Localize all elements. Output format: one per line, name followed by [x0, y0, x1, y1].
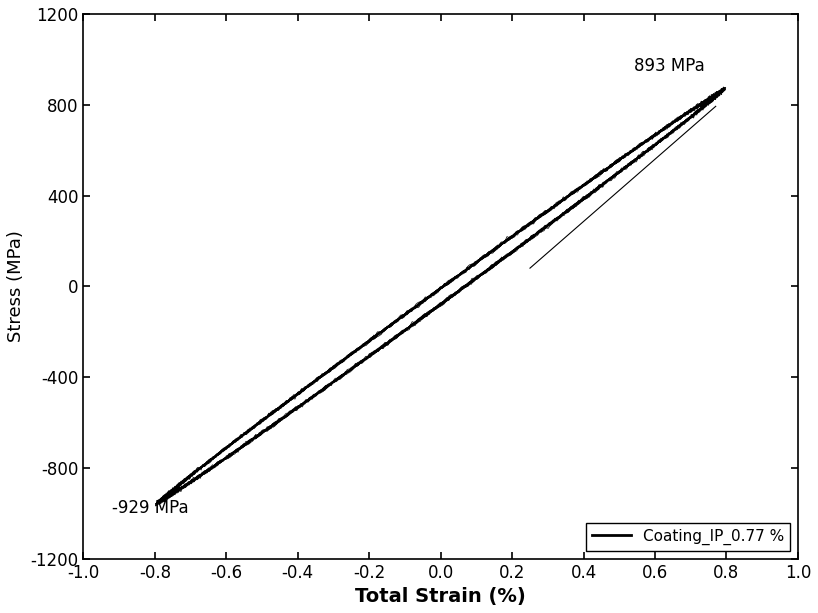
X-axis label: Total Strain (%): Total Strain (%) [355, 587, 526, 606]
Y-axis label: Stress (MPa): Stress (MPa) [7, 230, 25, 342]
Legend: Coating_IP_0.77 %: Coating_IP_0.77 % [587, 522, 790, 551]
Text: -929 MPa: -929 MPa [112, 499, 189, 517]
Text: 893 MPa: 893 MPa [634, 56, 704, 75]
